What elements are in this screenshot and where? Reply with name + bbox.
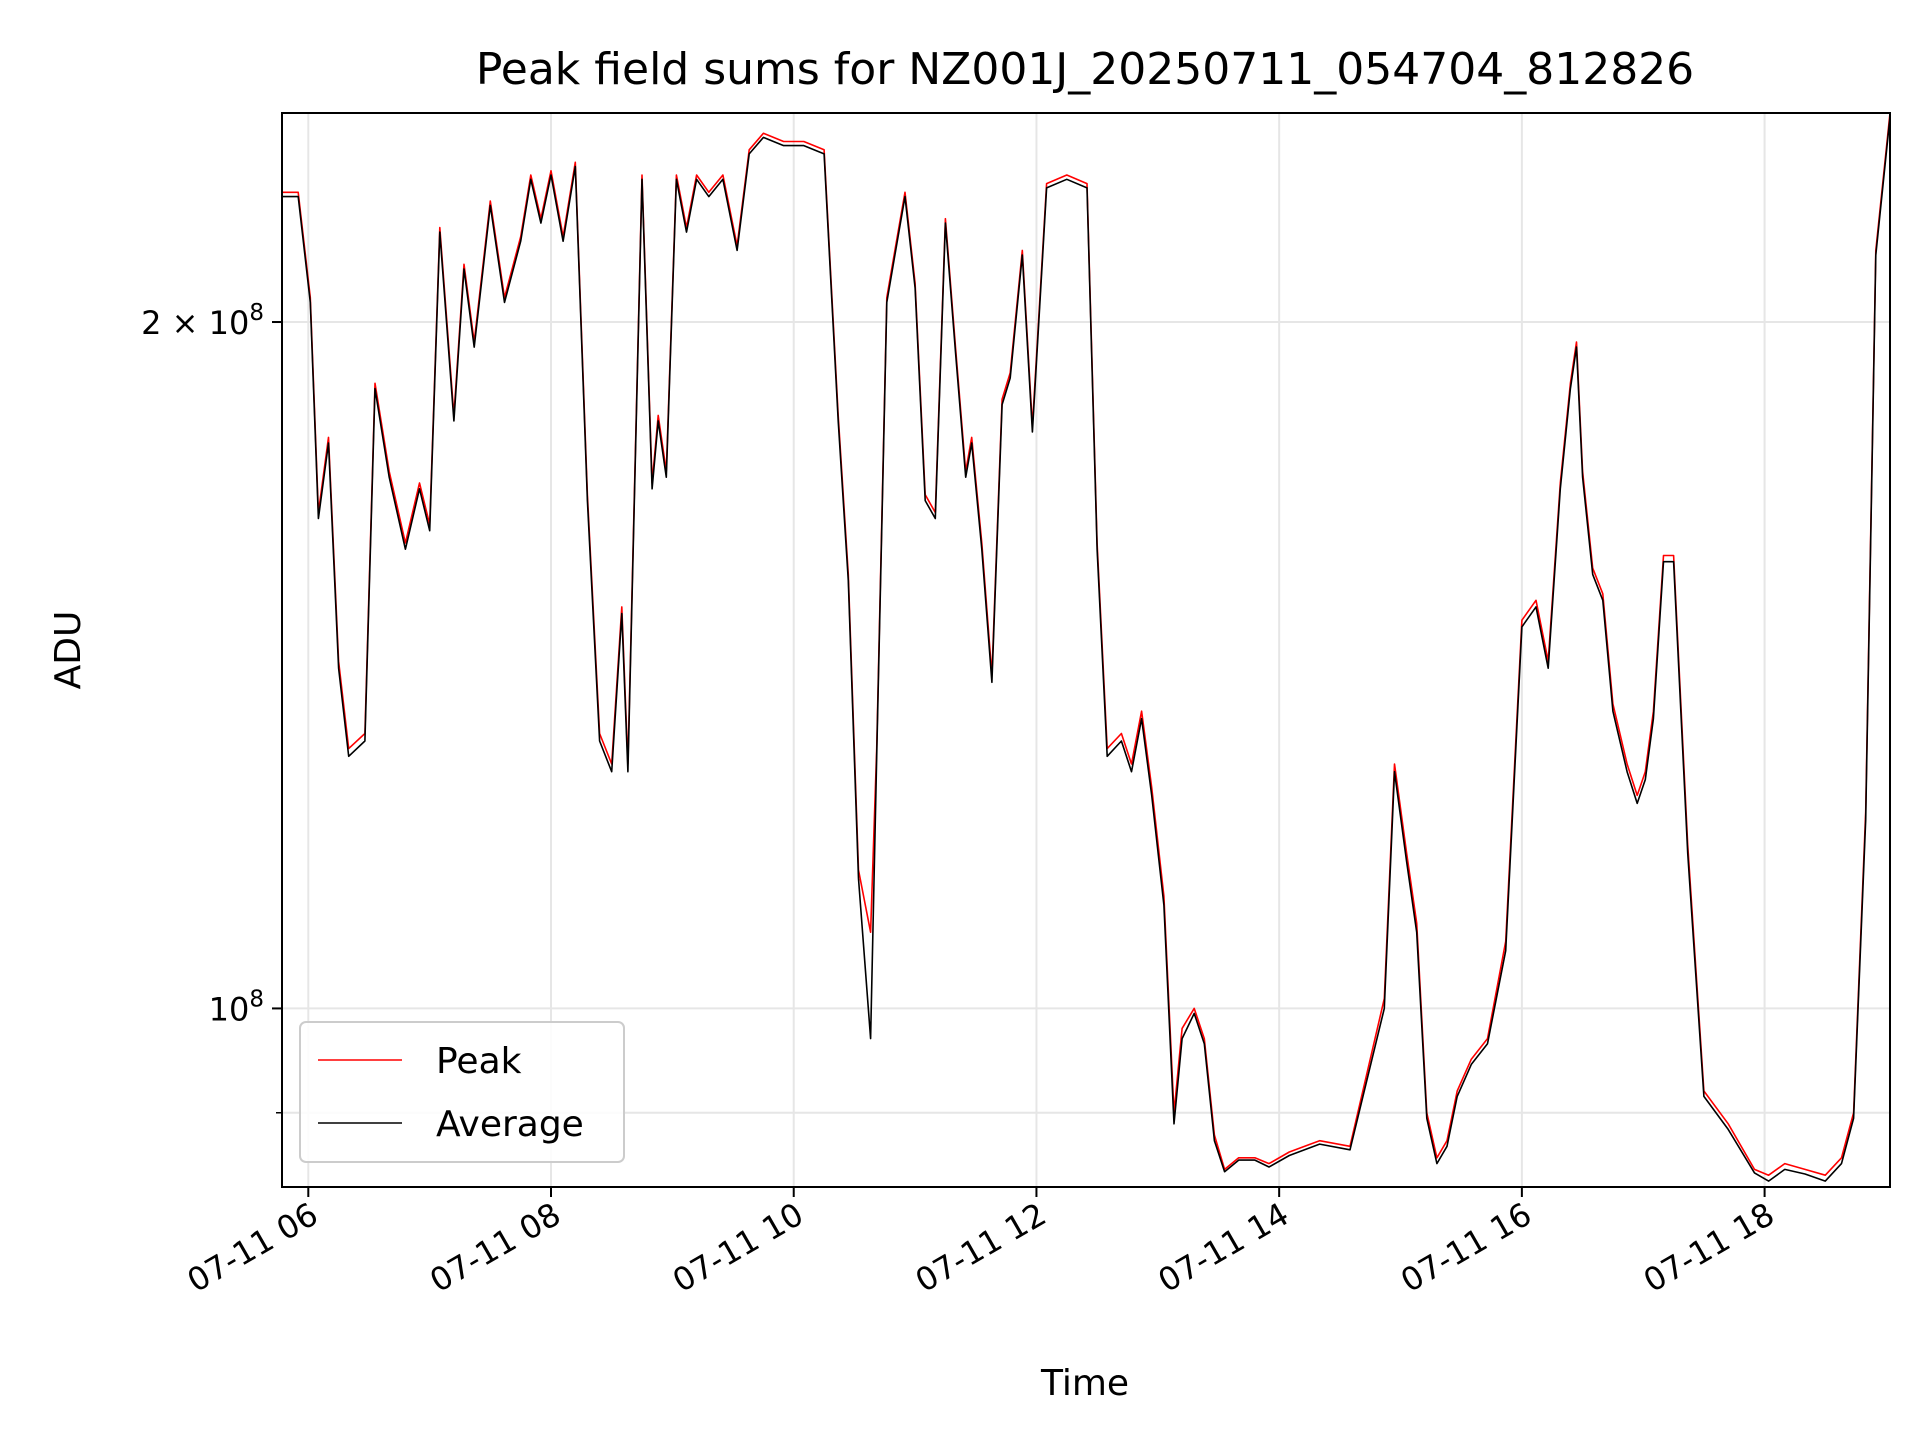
legend-label-peak: Peak	[436, 1041, 522, 1082]
legend-box	[299, 1021, 625, 1163]
chart-title: Peak field sums for NZ001J_20250711_0547…	[476, 44, 1694, 95]
legend-label-average: Average	[436, 1104, 584, 1145]
y-tick-label: 2 × 108	[141, 300, 264, 342]
plot-frame	[281, 112, 1891, 1188]
series-layer	[282, 112, 1891, 1182]
y-tick-label-exponent: 8	[249, 986, 264, 1012]
y-tick-label: 108	[209, 986, 264, 1028]
series-line-average	[282, 116, 1891, 1182]
x-axis-label: Time	[1040, 1363, 1129, 1404]
y-axis-label: ADU	[48, 611, 89, 690]
legend: Peak Average	[299, 1021, 625, 1163]
y-tick-label-mantissa: 2 × 10	[141, 304, 249, 342]
grid	[282, 113, 1890, 1187]
y-tick-label-mantissa: 10	[209, 990, 250, 1028]
y-tick-label-exponent: 8	[249, 300, 264, 326]
